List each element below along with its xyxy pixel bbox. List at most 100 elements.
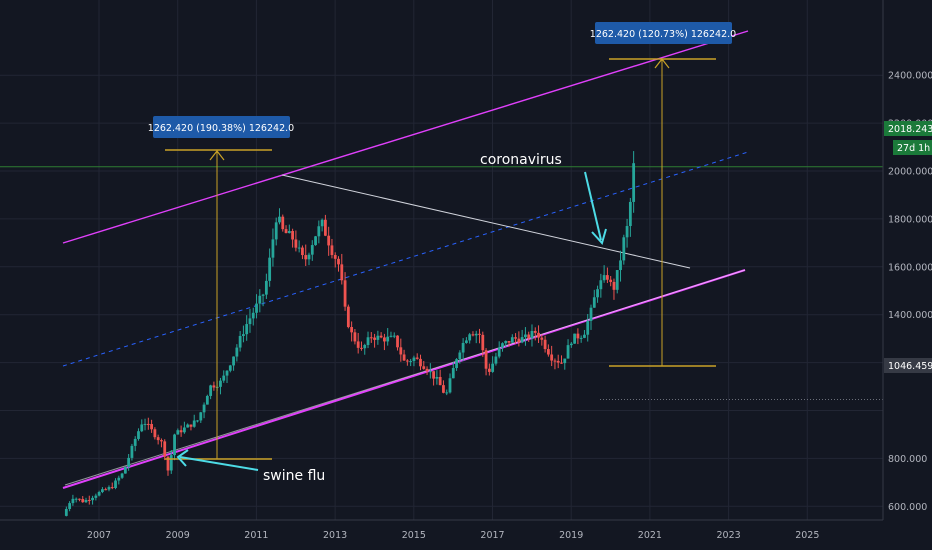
candle-body [176,430,180,435]
candle-body [435,376,439,379]
candle-body [438,376,442,386]
candle-body [294,239,298,248]
candle-body [68,503,72,509]
candle-body [64,508,68,516]
x-tick-label: 2023 [717,530,741,541]
candle-body [74,498,78,500]
candle-body [402,354,406,361]
trendline [281,174,691,269]
candle-body [540,337,544,340]
candle-body [189,424,193,427]
candle-body [264,280,268,295]
candle-body [133,438,137,446]
x-tick-label: 2021 [638,530,662,541]
candle-body [340,264,344,281]
candle-body [461,342,465,353]
candle-body [422,366,426,369]
candle-body [104,489,108,491]
candle-body [510,337,514,343]
candle-body [107,487,111,490]
candle-body [196,420,199,422]
annotations: swine flu coronavirus [176,152,607,484]
candle-body [615,270,619,290]
countdown-tag [893,140,932,155]
candle-body [356,341,360,348]
candle-body [281,216,285,230]
candle-body [550,354,554,361]
candle-body [291,231,295,240]
candle-body [464,340,468,343]
y-tick-label: 1800.000 [888,214,932,225]
x-tick-label: 2009 [166,530,190,541]
candle-body [94,495,98,498]
support-level-label: 1046.459 [888,361,932,372]
candle-body [379,335,383,338]
candle-body [596,289,599,298]
candle-body [415,357,419,359]
coronavirus-arrow-shaft [584,171,602,241]
candle-body [81,499,85,503]
candle-body [235,347,239,357]
candle-body [487,368,491,372]
candle-body [137,431,140,439]
x-tick-label: 2011 [244,530,268,541]
candle-body [317,226,321,237]
y-tick-label: 1400.000 [888,310,932,321]
candle-body [307,254,311,260]
candle-body [360,347,363,349]
candle-body [432,371,436,379]
candle-body [219,380,222,387]
candle-body [84,499,88,503]
candle-body [599,280,603,290]
x-tick-label: 2013 [323,530,347,541]
candle-body [517,338,521,343]
candle-body [628,201,632,227]
candle-body [274,222,278,240]
candle-body [501,343,504,348]
candle-body [179,430,183,433]
candle-body [202,404,206,413]
candle-body [425,368,429,372]
countdown-label: 27d 1h [897,143,930,154]
candle-body [120,473,124,478]
candle-body [314,236,317,246]
candle-body [369,337,373,339]
measure-left-box [153,116,290,138]
candle-body [114,480,117,488]
candle-body [419,358,422,367]
candle-body [245,324,249,335]
candle-body [169,455,173,471]
y-tick-label: 2400.000 [888,71,932,82]
candle-body [337,258,340,265]
candle-body [301,247,304,256]
y-tick-label: 600.000 [888,502,927,513]
candle-body [323,219,327,236]
y-tick-label: 2000.000 [888,167,932,178]
candle-body [442,385,445,393]
channel-lower-shadow [64,269,746,486]
candle-body [232,356,235,366]
y-axis-panel [883,0,932,550]
candle-body [127,457,131,468]
candle-body [556,360,560,363]
candle-body [573,333,577,344]
y-tick-label: 1600.000 [888,262,932,273]
candle-body [537,332,540,338]
candle-body [156,437,160,441]
candle-body [173,434,176,456]
candle-body [514,337,517,339]
coronavirus-arrow-head [591,228,607,246]
candle-body [248,318,252,325]
x-tick-label: 2007 [87,530,111,541]
candle-body [458,352,462,360]
candle-body [343,280,347,307]
candle-body [589,307,593,321]
candle-body [284,229,288,234]
candle-body [576,333,580,339]
price-tags: 2018.243 27d 1h 1046.459 [884,121,932,373]
candle-body [609,279,613,282]
measure-left-label: 1262.420 (190.38%) 126242.0 [148,123,294,134]
candle-body [146,423,150,425]
x-axis-panel [0,520,932,550]
